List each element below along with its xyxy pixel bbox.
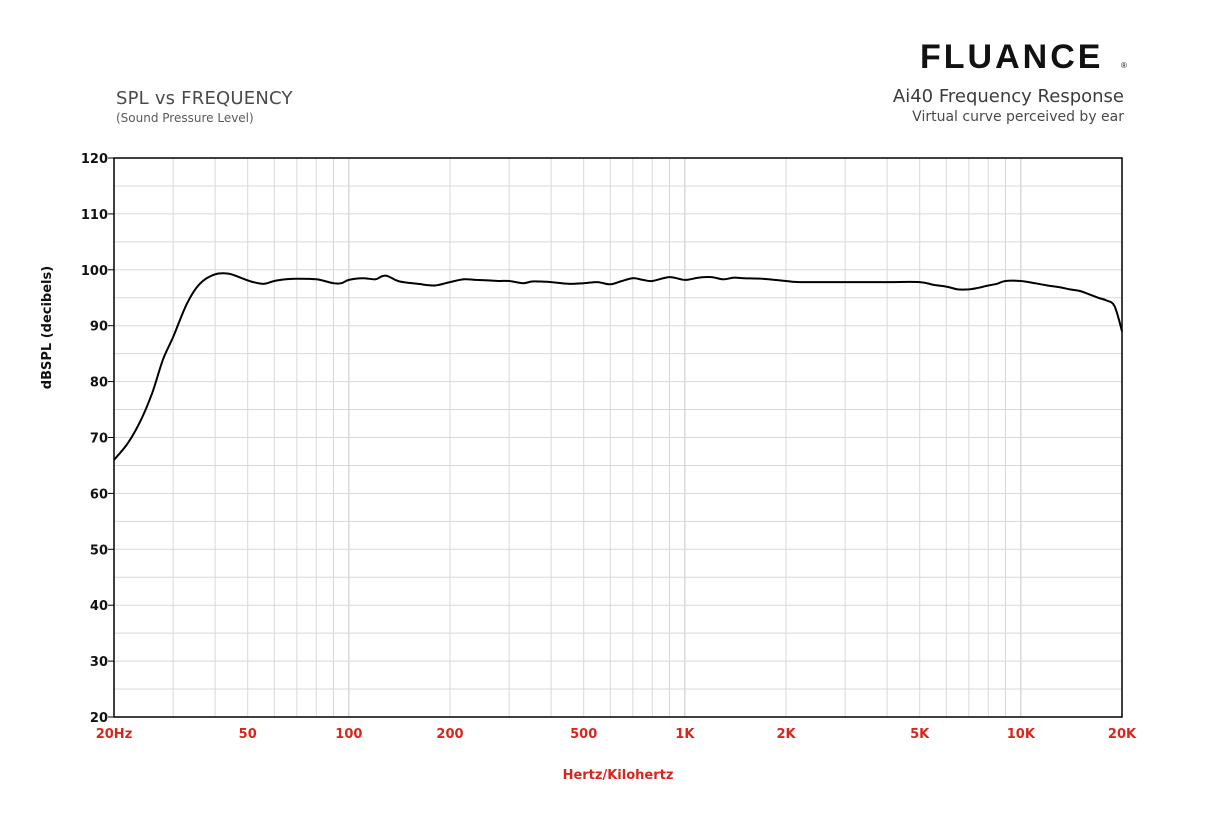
y-axis-label: dBSPL (decibels) xyxy=(40,266,55,389)
x-tick-label: 20K xyxy=(1108,727,1137,742)
x-axis-ticks: 20Hz 50 100 200 500 1K 2K 5K 10K 20K xyxy=(96,727,1137,742)
y-tick-label: 90 xyxy=(90,320,108,335)
x-tick-label: 20Hz xyxy=(96,727,133,742)
x-tick-label: 200 xyxy=(436,727,463,742)
y-tick-label: 50 xyxy=(90,543,108,558)
y-tick-label: 20 xyxy=(90,711,108,726)
response-curve xyxy=(114,273,1122,460)
x-tick-label: 5K xyxy=(910,727,930,742)
y-tick-label: 40 xyxy=(90,599,108,614)
y-tick-label: 70 xyxy=(90,432,108,447)
x-tick-label: 50 xyxy=(239,727,257,742)
x-tick-label: 10K xyxy=(1007,727,1036,742)
x-tick-label: 1K xyxy=(675,727,695,742)
x-tick-label: 2K xyxy=(776,727,796,742)
y-tick-label: 80 xyxy=(90,376,108,391)
y-tick-label: 110 xyxy=(81,208,108,223)
y-tick-label: 30 xyxy=(90,655,108,670)
y-tick-label: 120 xyxy=(81,152,108,167)
x-axis-label: Hertz/Kilohertz xyxy=(563,768,674,783)
y-tick-label: 100 xyxy=(81,264,108,279)
y-axis-ticks: 20 30 40 50 60 70 80 90 100 110 120 xyxy=(81,152,114,726)
x-tick-label: 100 xyxy=(335,727,362,742)
y-tick-label: 60 xyxy=(90,487,108,502)
x-tick-label: 500 xyxy=(570,727,597,742)
chart-grid xyxy=(114,158,1122,717)
